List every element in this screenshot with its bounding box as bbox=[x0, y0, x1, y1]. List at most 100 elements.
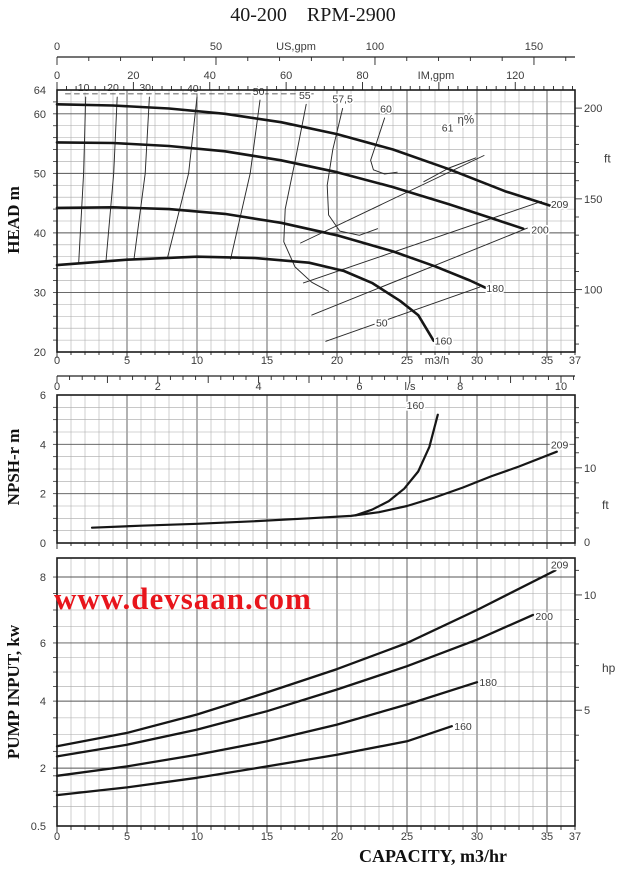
power-curve-180 bbox=[55, 681, 479, 777]
tick-label: 0 bbox=[584, 537, 590, 549]
npsh-curve-209 bbox=[90, 450, 558, 529]
tick-label: 100 bbox=[366, 41, 384, 53]
tick-label: 10 bbox=[555, 381, 567, 393]
tick-label: 20 bbox=[127, 70, 139, 82]
tick-label: 4 bbox=[256, 381, 262, 393]
efficiency-label: 50 bbox=[253, 86, 265, 98]
tick-label: 0.5 bbox=[31, 821, 46, 833]
tick-label: 15 bbox=[261, 355, 273, 367]
efficiency-contour bbox=[326, 108, 379, 236]
tick-label: 50 bbox=[34, 168, 46, 180]
tick-label: 25 bbox=[401, 355, 413, 367]
capacity-axis-title: CAPACITY, m3/hr bbox=[358, 846, 507, 866]
tick-label: 80 bbox=[356, 70, 368, 82]
tick-label: 50 bbox=[210, 41, 222, 53]
watermark: www.devsaan.com bbox=[54, 581, 312, 616]
curve-label: 209 bbox=[551, 559, 569, 571]
tick-label: 30 bbox=[471, 831, 483, 843]
efficiency-label: 61 bbox=[442, 123, 454, 135]
curve-label: 160 bbox=[435, 335, 453, 347]
tick-label: 40 bbox=[204, 70, 216, 82]
curve-label: 200 bbox=[535, 611, 553, 623]
efficiency-label: 20 bbox=[107, 82, 119, 94]
curve-label: 209 bbox=[551, 199, 569, 211]
impeller-curve-209 bbox=[55, 103, 552, 207]
us-gpm-axis-label: US,gpm bbox=[276, 41, 316, 53]
curve-label: 180 bbox=[479, 677, 497, 689]
tick-label: 0 bbox=[54, 41, 60, 53]
impeller-curve-180 bbox=[55, 206, 487, 289]
efficiency-contour bbox=[311, 227, 528, 316]
impeller-curve-200 bbox=[55, 141, 525, 230]
page-title: 40-200 RPM-2900 bbox=[230, 4, 396, 26]
efficiency-contour bbox=[230, 99, 261, 260]
tick-label: 20 bbox=[331, 355, 343, 367]
tick-label: 150 bbox=[584, 194, 602, 206]
head-chart-frame bbox=[56, 89, 576, 353]
power-curve-160 bbox=[55, 725, 453, 797]
tick-label: 0 bbox=[54, 70, 60, 82]
efficiency-label: 30 bbox=[139, 82, 151, 94]
tick-label: 0 bbox=[54, 355, 60, 367]
tick-label: 20 bbox=[331, 831, 343, 843]
tick-label: 2 bbox=[40, 763, 46, 775]
efficiency-label: 60 bbox=[380, 104, 392, 116]
tick-label: 35 bbox=[541, 355, 553, 367]
efficiency-label: 10 bbox=[78, 82, 90, 94]
tick-label: 6 bbox=[40, 390, 46, 402]
tick-label: 60 bbox=[280, 70, 292, 82]
tick-label: 37 bbox=[569, 831, 581, 843]
tick-label: 5 bbox=[124, 355, 130, 367]
tick-label: 10 bbox=[191, 831, 203, 843]
tick-label: 0 bbox=[54, 831, 60, 843]
tick-label: 30 bbox=[471, 355, 483, 367]
tick-label: 10 bbox=[191, 355, 203, 367]
curve-label: 200 bbox=[531, 225, 549, 237]
efficiency-contour bbox=[283, 103, 330, 292]
tick-label: 60 bbox=[34, 109, 46, 121]
power-chart-frame bbox=[56, 557, 576, 827]
tick-label: 0 bbox=[40, 538, 46, 550]
tick-label: 2 bbox=[155, 381, 161, 393]
efficiency-label: 57,5 bbox=[332, 94, 353, 106]
tick-label: hp bbox=[602, 661, 616, 675]
tick-label: 6 bbox=[40, 638, 46, 650]
curve-label: 160 bbox=[407, 400, 425, 412]
curve-label: 160 bbox=[454, 721, 472, 733]
tick-label: 150 bbox=[525, 41, 543, 53]
tick-label: 10 bbox=[584, 590, 596, 602]
im-gpm-axis-label: IM,gpm bbox=[418, 70, 455, 82]
m3h-axis-label: m3/h bbox=[425, 355, 449, 367]
tick-label: 8 bbox=[40, 572, 46, 584]
efficiency-contour bbox=[78, 96, 87, 264]
efficiency-label: 55 bbox=[299, 90, 311, 102]
tick-label: 0 bbox=[54, 381, 60, 393]
tick-label: 35 bbox=[541, 831, 553, 843]
tick-label: 200 bbox=[584, 103, 602, 115]
power-curve-200 bbox=[55, 613, 535, 758]
tick-label: ft bbox=[602, 498, 609, 512]
tick-label: 4 bbox=[40, 696, 46, 708]
tick-label: 6 bbox=[356, 381, 362, 393]
tick-label: 25 bbox=[401, 831, 413, 843]
tick-label: 5 bbox=[124, 831, 130, 843]
tick-label: ft bbox=[604, 151, 611, 165]
ls-axis-label: l/s bbox=[405, 381, 417, 393]
efficiency-unit-label: η% bbox=[457, 114, 474, 126]
tick-label: 120 bbox=[506, 70, 524, 82]
tick-label: 10 bbox=[584, 463, 596, 475]
efficiency-label: 40 bbox=[187, 83, 199, 95]
power-axis-title: PUMP INPUT, kw bbox=[4, 624, 23, 760]
tick-label: 40 bbox=[34, 228, 46, 240]
tick-label: 8 bbox=[457, 381, 463, 393]
curve-label: 209 bbox=[551, 440, 569, 452]
tick-label: 2 bbox=[40, 489, 46, 501]
efficiency-contour bbox=[370, 117, 398, 175]
impeller-curve-160 bbox=[55, 255, 435, 342]
npsh-curve-160 bbox=[354, 413, 439, 517]
efficiency-label: 50 bbox=[376, 317, 388, 329]
tick-label: 20 bbox=[34, 347, 46, 359]
efficiency-contour bbox=[105, 96, 118, 262]
